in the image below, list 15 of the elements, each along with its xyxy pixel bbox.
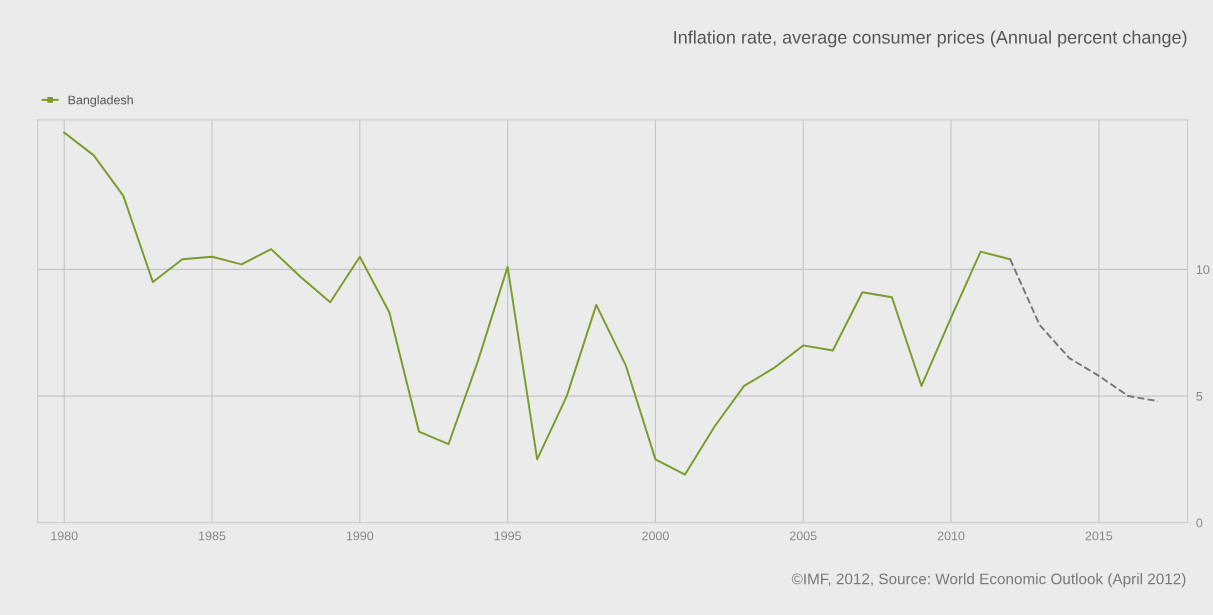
- x-tick-label: 2015: [1085, 531, 1113, 541]
- x-tick-label: 2005: [789, 531, 817, 541]
- x-tick-label: 1995: [494, 531, 521, 541]
- y-tick-label: 10: [1196, 265, 1210, 275]
- x-tick-label: 2010: [937, 531, 965, 541]
- line-series: [63, 131, 1012, 476]
- text: ©IMF, 2012, Source: World Economic Outlook (April 2012): [791, 573, 1186, 588]
- legend-label: Bangladesh: [68, 95, 133, 107]
- y-tick-label: 0: [1196, 518, 1203, 528]
- x-tick-label: 1980: [51, 531, 78, 541]
- x-tick-label: 1985: [199, 531, 226, 541]
- y-tick-label: 5: [1196, 392, 1203, 401]
- x-tick-label: 1990: [346, 531, 374, 541]
- chart-title: Inflation rate, average consumer prices (Annual percent change): [674, 30, 1187, 48]
- x-tick-label: 2000: [642, 531, 669, 541]
